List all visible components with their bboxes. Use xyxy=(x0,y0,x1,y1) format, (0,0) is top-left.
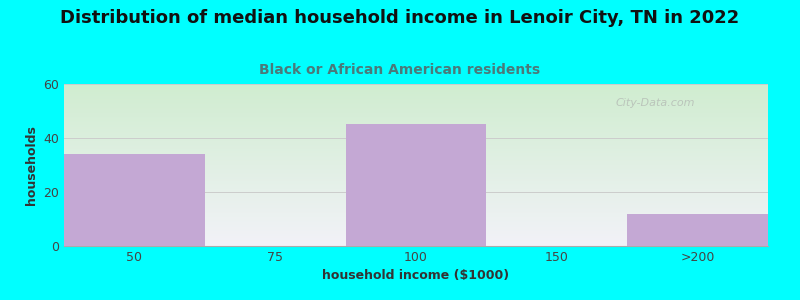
Bar xyxy=(64,154,205,246)
Bar xyxy=(627,214,768,246)
Y-axis label: households: households xyxy=(25,125,38,205)
Text: Distribution of median household income in Lenoir City, TN in 2022: Distribution of median household income … xyxy=(60,9,740,27)
Text: Black or African American residents: Black or African American residents xyxy=(259,63,541,77)
Text: City-Data.com: City-Data.com xyxy=(616,98,695,108)
X-axis label: household income ($1000): household income ($1000) xyxy=(322,269,510,282)
Bar xyxy=(346,124,486,246)
